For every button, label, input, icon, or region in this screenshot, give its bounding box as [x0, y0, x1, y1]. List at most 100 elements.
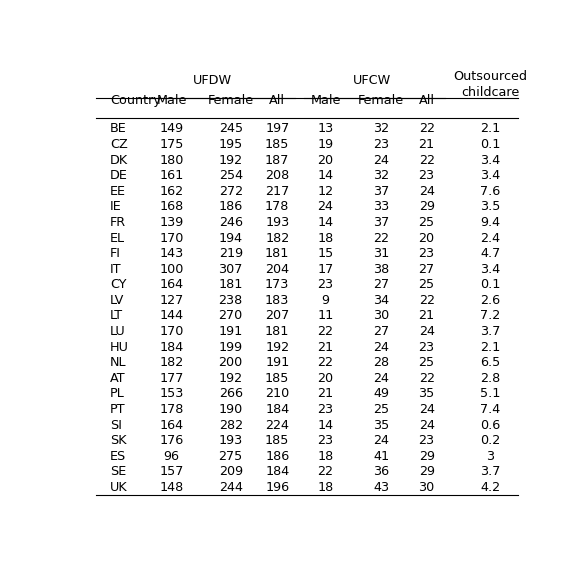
Text: 127: 127 [159, 294, 183, 307]
Text: 23: 23 [318, 278, 333, 291]
Text: SI: SI [110, 418, 122, 431]
Text: 3: 3 [486, 450, 495, 463]
Text: 23: 23 [419, 434, 435, 447]
Text: 19: 19 [318, 138, 333, 151]
Text: 168: 168 [159, 201, 183, 213]
Text: 170: 170 [159, 231, 183, 245]
Text: 32: 32 [373, 169, 389, 182]
Text: 21: 21 [318, 388, 333, 400]
Text: 266: 266 [219, 388, 243, 400]
Text: BE: BE [110, 123, 126, 136]
Text: 219: 219 [219, 247, 243, 260]
Text: 270: 270 [219, 310, 243, 323]
Text: Country: Country [110, 94, 161, 107]
Text: 22: 22 [419, 294, 435, 307]
Text: 29: 29 [419, 201, 435, 213]
Text: 9: 9 [322, 294, 329, 307]
Text: All: All [419, 94, 435, 107]
Text: 282: 282 [219, 418, 243, 431]
Text: AT: AT [110, 372, 126, 385]
Text: 2.4: 2.4 [480, 231, 500, 245]
Text: DE: DE [110, 169, 128, 182]
Text: 173: 173 [265, 278, 289, 291]
Text: LU: LU [110, 325, 126, 338]
Text: SK: SK [110, 434, 126, 447]
Text: 185: 185 [265, 372, 289, 385]
Text: 30: 30 [373, 310, 389, 323]
Text: 197: 197 [265, 123, 289, 136]
Text: 238: 238 [219, 294, 243, 307]
Text: 18: 18 [318, 450, 333, 463]
Text: 3.7: 3.7 [480, 325, 500, 338]
Text: 7.2: 7.2 [480, 310, 500, 323]
Text: 24: 24 [419, 185, 435, 198]
Text: 25: 25 [419, 278, 435, 291]
Text: 35: 35 [373, 418, 389, 431]
Text: 149: 149 [159, 123, 183, 136]
Text: 186: 186 [265, 450, 289, 463]
Text: 143: 143 [159, 247, 183, 260]
Text: CZ: CZ [110, 138, 128, 151]
Text: IT: IT [110, 263, 122, 276]
Text: 12: 12 [318, 185, 333, 198]
Text: 307: 307 [219, 263, 243, 276]
Text: 22: 22 [419, 372, 435, 385]
Text: 31: 31 [373, 247, 389, 260]
Text: 15: 15 [318, 247, 333, 260]
Text: UFCW: UFCW [353, 74, 391, 87]
Text: 178: 178 [159, 403, 183, 416]
Text: 195: 195 [219, 138, 243, 151]
Text: 182: 182 [159, 356, 183, 369]
Text: 144: 144 [159, 310, 183, 323]
Text: 200: 200 [219, 356, 243, 369]
Text: 27: 27 [419, 263, 435, 276]
Text: 13: 13 [318, 123, 333, 136]
Text: 100: 100 [159, 263, 183, 276]
Text: 185: 185 [265, 434, 289, 447]
Text: PL: PL [110, 388, 125, 400]
Text: 0.6: 0.6 [480, 418, 500, 431]
Text: 29: 29 [419, 465, 435, 478]
Text: 37: 37 [373, 185, 389, 198]
Text: 224: 224 [265, 418, 289, 431]
Text: 14: 14 [318, 418, 333, 431]
Text: 22: 22 [419, 123, 435, 136]
Text: 0.1: 0.1 [480, 278, 500, 291]
Text: 176: 176 [159, 434, 183, 447]
Text: 20: 20 [318, 372, 333, 385]
Text: 175: 175 [159, 138, 183, 151]
Text: 4.7: 4.7 [480, 247, 500, 260]
Text: 23: 23 [419, 247, 435, 260]
Text: 37: 37 [373, 216, 389, 229]
Text: 41: 41 [373, 450, 389, 463]
Text: 22: 22 [373, 231, 389, 245]
Text: IE: IE [110, 201, 122, 213]
Text: HU: HU [110, 341, 129, 353]
Text: 199: 199 [219, 341, 243, 353]
Text: 180: 180 [159, 154, 183, 166]
Text: 22: 22 [318, 356, 333, 369]
Text: 36: 36 [373, 465, 389, 478]
Text: 18: 18 [318, 231, 333, 245]
Text: 32: 32 [373, 123, 389, 136]
Text: 24: 24 [419, 325, 435, 338]
Text: 181: 181 [265, 247, 289, 260]
Text: EL: EL [110, 231, 125, 245]
Text: 29: 29 [419, 450, 435, 463]
Text: 35: 35 [419, 388, 435, 400]
Text: 21: 21 [419, 138, 435, 151]
Text: 3.4: 3.4 [480, 169, 500, 182]
Text: Female: Female [208, 94, 254, 107]
Text: EE: EE [110, 185, 126, 198]
Text: UFDW: UFDW [193, 74, 232, 87]
Text: 2.6: 2.6 [480, 294, 500, 307]
Text: 23: 23 [373, 138, 389, 151]
Text: LT: LT [110, 310, 123, 323]
Text: 3.5: 3.5 [480, 201, 500, 213]
Text: 27: 27 [373, 325, 389, 338]
Text: 153: 153 [159, 388, 183, 400]
Text: 183: 183 [265, 294, 289, 307]
Text: 43: 43 [373, 481, 389, 494]
Text: 11: 11 [318, 310, 333, 323]
Text: 139: 139 [159, 216, 183, 229]
